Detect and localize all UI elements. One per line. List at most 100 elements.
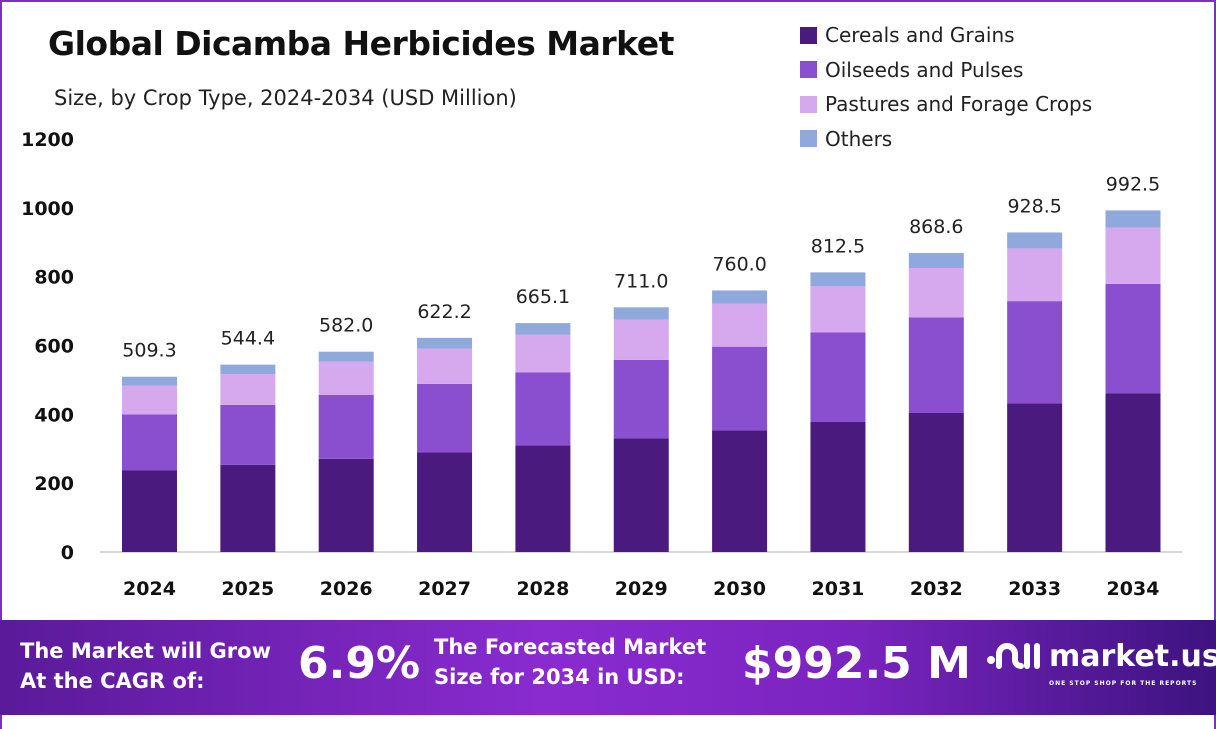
bar-segment — [908, 317, 964, 413]
bar-chart: 0 200 400 600 800 1000 1200 509.3 2024 544.4 2025 5… — [21, 129, 1182, 600]
total-label: 582.0 — [319, 315, 373, 337]
bar-segment — [712, 430, 768, 552]
legend-label: Cereals and Grains — [825, 23, 1015, 48]
y-tick-label: 600 — [34, 336, 74, 358]
total-label: 992.5 — [1106, 173, 1160, 195]
bar-segment — [712, 290, 768, 304]
bar-segment — [417, 337, 473, 349]
total-label: 760.0 — [712, 253, 766, 275]
bar-segment — [1007, 232, 1063, 249]
total-label: 711.0 — [614, 270, 668, 292]
forecast-value: $992.5 M — [742, 638, 971, 689]
x-tick-label: 2028 — [516, 578, 569, 600]
cagr-value: 6.9% — [298, 638, 421, 689]
legend-item: Oilseeds and Pulses — [800, 53, 1092, 88]
x-tick-label: 2025 — [221, 578, 274, 600]
bar-segment — [515, 323, 571, 335]
bar-segment — [515, 445, 571, 552]
bar-segment — [318, 361, 374, 395]
y-tick-label: 400 — [34, 404, 74, 426]
bar-segment — [122, 414, 177, 471]
bar-segment — [220, 404, 276, 465]
total-label: 622.2 — [417, 301, 471, 323]
legend-label: Others — [825, 126, 893, 151]
cagr-label-line1: The Market will Grow — [20, 639, 271, 663]
x-tick-label: 2029 — [615, 578, 668, 600]
bar-segment — [122, 376, 177, 386]
total-label: 665.1 — [516, 286, 570, 308]
y-tick-label: 200 — [34, 473, 74, 495]
chart-title: Global Dicamba Herbicides Market — [48, 24, 674, 63]
logo-icon — [987, 643, 1040, 669]
y-tick-label: 800 — [34, 267, 74, 289]
x-tick-label: 2024 — [123, 578, 176, 600]
bar-segment — [810, 272, 866, 287]
total-label: 509.3 — [122, 340, 176, 362]
forecast-label: The Forecasted Market Size for 2034 in U… — [434, 632, 706, 692]
market-us-logo: market.us ONE STOP SHOP FOR THE REPORTS — [985, 638, 1216, 687]
x-tick-label: 2032 — [910, 578, 963, 600]
bar-segment — [908, 253, 964, 268]
cagr-label-line2: At the CAGR of: — [20, 669, 205, 693]
bar-segment — [810, 332, 866, 422]
x-tick-label: 2034 — [1107, 578, 1160, 600]
x-tick-label: 2031 — [812, 578, 865, 600]
bar-segment — [1007, 403, 1063, 552]
legend-item: Cereals and Grains — [800, 18, 1092, 53]
bar-segment — [810, 421, 866, 552]
bar-segment — [1105, 227, 1161, 284]
logo-tagline: ONE STOP SHOP FOR THE REPORTS — [1049, 680, 1198, 687]
y-tick-label: 0 — [61, 542, 74, 564]
bar-segment — [318, 458, 374, 552]
bar-segment — [318, 351, 374, 362]
bar-segment — [515, 372, 571, 446]
bar-segment — [908, 412, 964, 552]
legend-swatch — [800, 130, 817, 148]
x-tick-label: 2033 — [1008, 578, 1061, 600]
logo-text: market.us — [1049, 638, 1216, 674]
legend-item: Pastures and Forage Crops — [800, 87, 1092, 122]
bar-segment — [613, 359, 669, 439]
y-tick-label: 1200 — [21, 129, 74, 151]
legend-label: Pastures and Forage Crops — [825, 92, 1093, 117]
bar-segment — [318, 394, 374, 459]
legend-label: Oilseeds and Pulses — [825, 57, 1024, 82]
cagr-label: The Market will Grow At the CAGR of: — [20, 636, 271, 696]
bar-segment — [417, 348, 473, 384]
chart-subtitle: Size, by Crop Type, 2024-2034 (USD Milli… — [54, 86, 517, 110]
bar-segment — [220, 374, 276, 405]
bar-segment — [613, 319, 669, 360]
legend-swatch — [800, 61, 817, 79]
bar-segment — [220, 464, 276, 552]
summary-banner: The Market will Grow At the CAGR of: 6.9… — [0, 620, 1216, 715]
x-tick-label: 2027 — [418, 578, 471, 600]
bar-segment — [122, 385, 177, 415]
bar-segment — [908, 267, 964, 318]
bar-segment — [1007, 301, 1063, 404]
bar-segment — [1007, 248, 1063, 302]
legend: Cereals and Grains Oilseeds and Pulses Pas… — [800, 18, 1092, 156]
bar-segment — [613, 307, 669, 320]
total-label: 544.4 — [221, 328, 275, 350]
bar-segment — [515, 334, 571, 373]
x-tick-label: 2030 — [713, 578, 766, 600]
forecast-label-line2: Size for 2034 in USD: — [434, 665, 685, 689]
x-tick-label: 2026 — [320, 578, 373, 600]
bar-segment — [712, 303, 768, 347]
bar-segment — [712, 346, 768, 431]
legend-swatch — [800, 26, 817, 44]
total-label: 868.6 — [909, 216, 963, 238]
bar-segment — [613, 438, 669, 552]
bar-segment — [417, 452, 473, 552]
y-tick-label: 1000 — [21, 198, 74, 220]
legend-swatch — [800, 95, 817, 113]
bar-segment — [122, 470, 177, 552]
legend-item: Others — [800, 122, 1092, 157]
total-label: 928.5 — [1007, 195, 1061, 217]
forecast-label-line1: The Forecasted Market — [434, 635, 707, 659]
bar-segment — [417, 383, 473, 453]
bar-segment — [1105, 283, 1161, 394]
bar-segment — [810, 286, 866, 333]
bar-segment — [1105, 393, 1161, 552]
